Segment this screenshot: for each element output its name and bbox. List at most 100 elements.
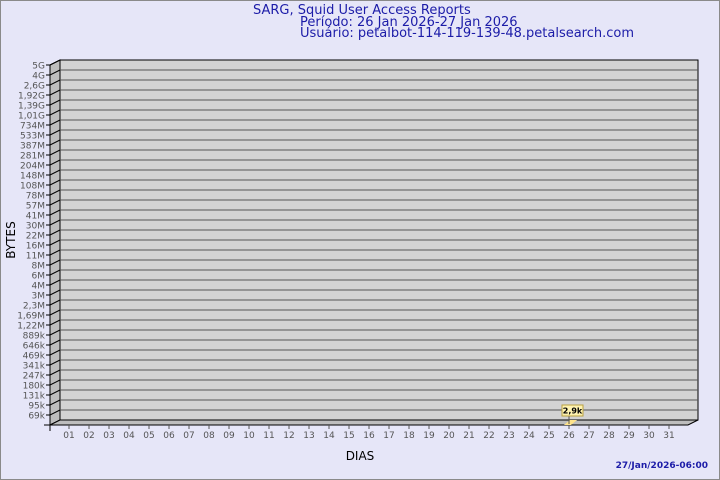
y-tick-label: 180k [23, 382, 46, 392]
y-tick-label: 4G [32, 72, 45, 82]
y-tick-diagonal [49, 239, 61, 246]
y-tick-label: 3M [32, 292, 46, 302]
y-tick-label: 2,3M [23, 302, 45, 312]
y-tick-diagonal [49, 119, 61, 126]
y-tick-diagonal [49, 169, 61, 176]
data-label: 2,9k [563, 407, 583, 416]
x-tick-label: 05 [143, 431, 154, 441]
y-tick-diagonal [49, 179, 61, 186]
x-tick-label: 31 [663, 431, 674, 441]
y-tick-label: 22M [26, 232, 45, 242]
x-tick-label: 28 [603, 431, 615, 441]
y-tick-diagonal [49, 79, 61, 86]
report-timestamp: 27/Jan/2026-06:00 [615, 461, 708, 471]
y-tick-diagonal [49, 159, 61, 166]
y-tick-label: 1,01G [18, 112, 45, 122]
y-tick-label: 5G [32, 62, 45, 72]
y-tick-label: 2,6G [24, 82, 45, 92]
y-tick-diagonal [49, 259, 61, 266]
y-tick-diagonal [49, 149, 61, 156]
y-tick-label: 281M [20, 152, 45, 162]
y-tick-diagonal [49, 339, 61, 346]
y-tick-label: 30M [26, 222, 45, 232]
y-tick-diagonal [49, 309, 61, 316]
y-axis-ticks: 5G4G2,6G1,92G1,39G1,01G734M533M387M281M2… [17, 59, 61, 422]
y-tick-label: 148M [20, 172, 45, 182]
y-tick-label: 4M [32, 282, 46, 292]
y-tick-diagonal [49, 209, 61, 216]
data-label-box [561, 404, 584, 417]
y-tick-diagonal [49, 349, 61, 356]
y-tick-label: 387M [20, 142, 45, 152]
y-tick-label: 108M [20, 182, 45, 192]
x-tick-label: 22 [483, 431, 494, 441]
y-tick-diagonal [49, 199, 61, 206]
x-tick-label: 12 [283, 431, 294, 441]
x-tick-label: 20 [443, 431, 455, 441]
x-axis-label: DIAS [346, 449, 375, 463]
y-tick-label: 78M [26, 192, 45, 202]
x-tick-label: 04 [123, 431, 135, 441]
gridlines [60, 69, 698, 411]
x-tick-label: 17 [383, 431, 394, 441]
y-tick-diagonal [49, 409, 61, 416]
y-tick-label: 11M [26, 252, 45, 262]
floor [49, 419, 699, 426]
y-tick-label: 1,39G [18, 102, 45, 112]
y-tick-diagonal [49, 89, 61, 96]
x-tick-label: 06 [163, 431, 175, 441]
y-tick-diagonal [49, 359, 61, 366]
x-tick-label: 14 [323, 431, 335, 441]
x-tick-label: 15 [343, 431, 354, 441]
y-tick-diagonal [49, 319, 61, 326]
chart-user: Usuário: petalbot-114-119-139-48.petalse… [300, 26, 635, 41]
y-tick-diagonal [49, 69, 61, 76]
y-tick-label: 247k [23, 372, 46, 382]
bars: 2,9k [561, 404, 584, 425]
y-tick-label: 469k [23, 352, 46, 362]
y-tick-label: 1,22M [17, 322, 45, 332]
x-tick-label: 24 [523, 431, 535, 441]
x-tick-label: 07 [183, 431, 194, 441]
chart-title: SARG, Squid User Access Reports [253, 3, 471, 18]
y-tick-label: 889k [23, 332, 46, 342]
y-tick-label: 41M [26, 212, 45, 222]
y-tick-diagonal [49, 329, 61, 336]
y-tick-diagonal [49, 229, 61, 236]
x-tick-label: 18 [403, 431, 415, 441]
x-tick-label: 08 [203, 431, 215, 441]
y-tick-diagonal [49, 369, 61, 376]
y-tick-diagonal [49, 269, 61, 276]
y-tick-label: 533M [20, 132, 45, 142]
y-tick-diagonal [49, 389, 61, 396]
x-tick-label: 21 [463, 431, 474, 441]
y-tick-diagonal [49, 219, 61, 226]
y-tick-label: 69k [28, 412, 45, 422]
y-tick-diagonal [49, 99, 61, 106]
y-tick-label: 734M [20, 122, 45, 132]
y-tick-diagonal [49, 379, 61, 386]
y-tick-diagonal [49, 249, 61, 256]
y-tick-diagonal [49, 279, 61, 286]
y-axis-label: BYTES [4, 221, 18, 258]
y-tick-diagonal [49, 289, 61, 296]
y-tick-label: 131k [23, 392, 46, 402]
x-tick-label: 13 [303, 431, 314, 441]
x-tick-label: 11 [263, 431, 274, 441]
x-tick-label: 03 [103, 431, 114, 441]
x-tick-label: 29 [623, 431, 635, 441]
x-tick-label: 30 [643, 431, 655, 441]
y-tick-label: 204M [20, 162, 45, 172]
y-tick-label: 8M [32, 262, 46, 272]
x-tick-label: 02 [83, 431, 94, 441]
x-tick-label: 23 [503, 431, 514, 441]
bar-day-26 [564, 420, 577, 425]
y-tick-diagonal [49, 299, 61, 306]
x-tick-label: 19 [423, 431, 435, 441]
y-tick-label: 16M [26, 242, 45, 252]
y-tick-label: 57M [26, 202, 45, 212]
y-tick-label: 95k [28, 402, 45, 412]
y-tick-label: 1,92G [18, 92, 45, 102]
y-tick-label: 341k [23, 362, 46, 372]
